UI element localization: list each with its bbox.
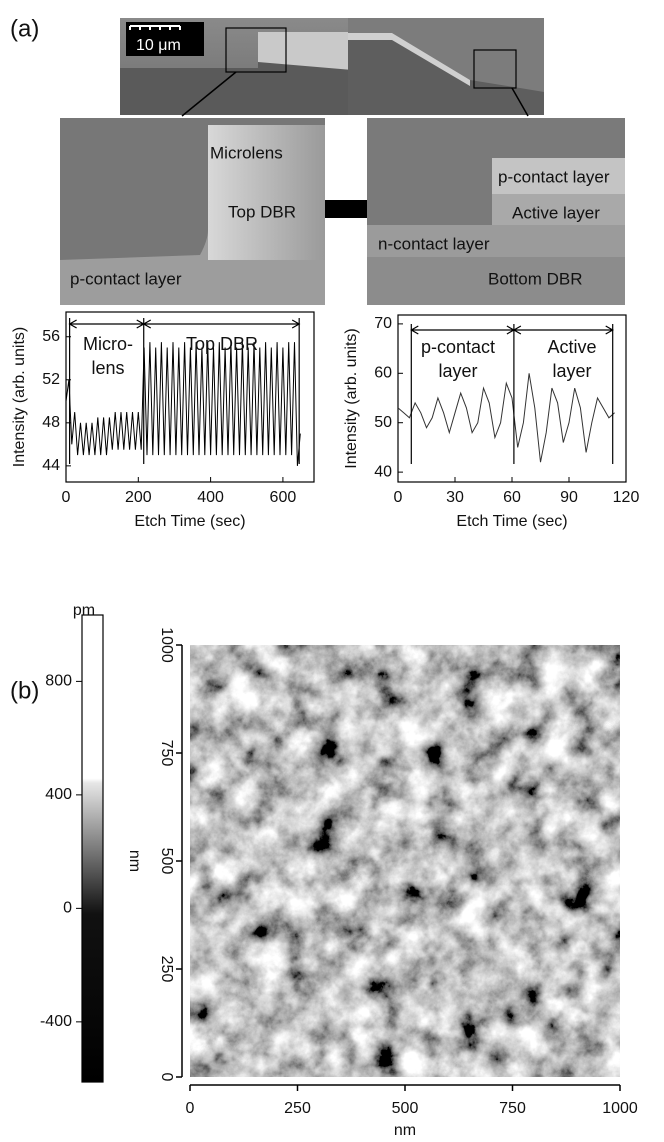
y-tick-label: 800 — [45, 673, 72, 690]
sem-inset-left: Microlens Top DBR p-contact layer — [60, 118, 325, 305]
afm-image — [190, 645, 620, 1077]
data-line — [65, 342, 301, 466]
panel-label: (a) — [10, 15, 39, 42]
x-axis-label: nm — [394, 1122, 416, 1139]
x-tick-label: 200 — [125, 489, 152, 506]
data-line — [397, 373, 615, 463]
plot-frame — [65, 311, 315, 483]
y-tick-label: 250 — [158, 956, 175, 983]
y-tick-label: 500 — [158, 848, 175, 875]
y-tick-label: 0 — [158, 1073, 175, 1082]
y-tick-label: 48 — [42, 414, 60, 431]
x-tick-label: 750 — [499, 1100, 526, 1117]
x-tick-label: 120 — [613, 489, 640, 506]
layer-label: Active layer — [512, 203, 600, 222]
annotation: Top DBR — [186, 334, 258, 354]
section-arrow — [142, 319, 301, 329]
scale-bar-label: 10 μm — [136, 37, 181, 54]
y-tick-label: 400 — [45, 786, 72, 803]
x-axis-label: Etch Time (sec) — [134, 513, 245, 530]
annotation: layer — [438, 361, 477, 381]
panel-label: (b) — [10, 677, 39, 704]
x-tick-label: 600 — [270, 489, 297, 506]
x-tick-label: 90 — [560, 489, 578, 506]
x-tick-label: 500 — [392, 1100, 419, 1117]
x-tick-label: 0 — [394, 489, 403, 506]
y-tick-label: 52 — [42, 371, 60, 388]
x-tick-label: 60 — [503, 489, 521, 506]
section-arrow — [410, 325, 516, 335]
x-tick-label: 1000 — [602, 1100, 638, 1117]
x-axis-label: Etch Time (sec) — [456, 513, 567, 530]
sem-overview: 10 μm — [120, 18, 544, 218]
y-tick-label: 0 — [63, 900, 72, 917]
layer-label: p-contact layer — [70, 269, 182, 288]
layer-label: p-contact layer — [498, 167, 610, 186]
layer-label: Top DBR — [228, 202, 296, 221]
y-tick-label: 750 — [158, 740, 175, 767]
y-tick-label: -400 — [40, 1013, 72, 1030]
colorbar — [81, 614, 104, 1083]
y-axis-label: Intensity (arb. units) — [11, 327, 28, 468]
x-tick-label: 0 — [62, 489, 71, 506]
y-axis-label: Intensity (arb. units) — [343, 328, 360, 469]
y-tick-label: 40 — [374, 463, 392, 480]
x-tick-label: 30 — [446, 489, 464, 506]
y-tick-label: 70 — [374, 315, 392, 332]
y-axis-label: nm — [126, 850, 143, 872]
x-tick-label: 400 — [197, 489, 224, 506]
annotation: Active — [547, 337, 596, 357]
layer-label: n-contact layer — [378, 234, 490, 253]
annotation: Micro- — [83, 334, 133, 354]
y-tick-label: 60 — [374, 365, 392, 382]
y-tick-label: 44 — [42, 457, 60, 474]
section-arrow — [512, 325, 614, 335]
colorbar-title: pm — [73, 602, 95, 619]
annotation: layer — [552, 361, 591, 381]
x-tick-label: 250 — [284, 1100, 311, 1117]
x-tick-label: 0 — [186, 1100, 195, 1117]
layer-label: Microlens — [210, 143, 283, 162]
section-arrow — [68, 319, 145, 329]
layer-label: Bottom DBR — [488, 269, 582, 288]
y-tick-label: 56 — [42, 328, 60, 345]
y-tick-label: 50 — [374, 414, 392, 431]
sem-inset-right: p-contact layer Active layer n-contact l… — [367, 118, 625, 305]
annotation: lens — [91, 358, 124, 378]
y-tick-label: 1000 — [158, 627, 175, 663]
annotation: p-contact — [421, 337, 495, 357]
